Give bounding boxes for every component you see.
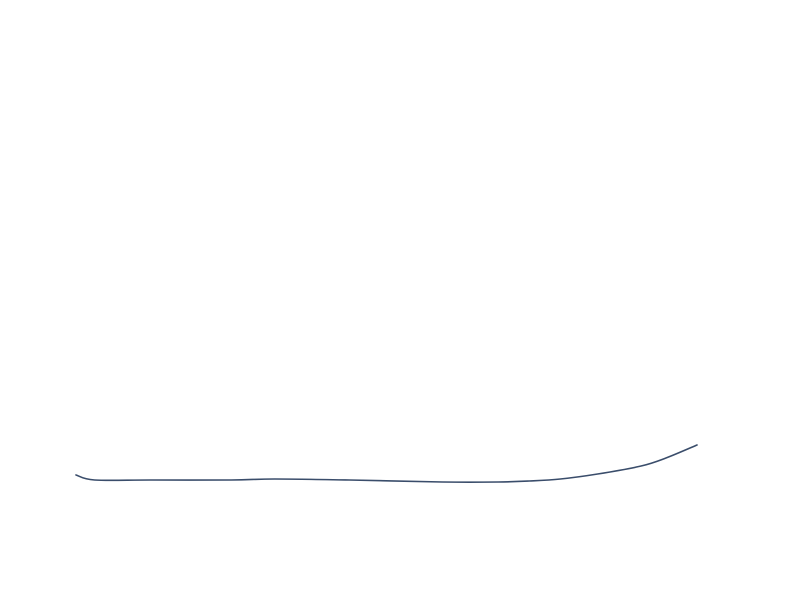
series-line-0	[75, 444, 698, 483]
